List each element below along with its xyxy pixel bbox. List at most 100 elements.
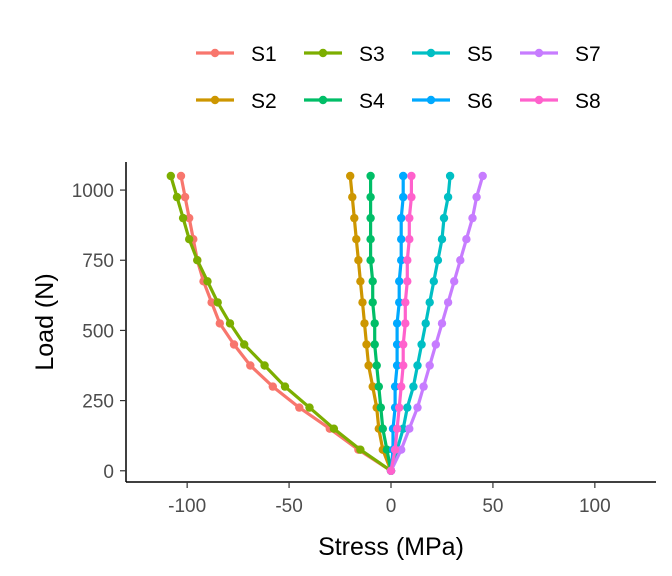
data-point — [443, 298, 453, 307]
data-point — [193, 256, 202, 265]
legend-key-point — [318, 95, 328, 105]
data-point — [386, 466, 396, 475]
y-tick-label: 500 — [82, 321, 114, 342]
data-point — [397, 235, 406, 244]
data-point — [456, 256, 465, 265]
series-s4 — [366, 171, 396, 475]
legend-key-point — [210, 95, 220, 105]
data-point — [370, 319, 379, 328]
data-point — [397, 445, 406, 454]
data-point — [368, 382, 377, 391]
data-point — [399, 192, 408, 202]
data-point — [395, 277, 404, 286]
data-point — [213, 298, 222, 307]
data-point — [401, 319, 410, 328]
data-point — [468, 213, 477, 223]
data-point — [443, 192, 453, 202]
legend-item-s3: S3 — [304, 43, 385, 66]
data-point — [366, 256, 375, 265]
data-point — [413, 403, 422, 412]
data-point — [185, 235, 194, 244]
data-point — [472, 192, 481, 202]
data-point — [425, 361, 434, 370]
y-tick-label: 1000 — [72, 181, 114, 202]
legend-label: S2 — [251, 90, 277, 113]
legend-key-point — [210, 48, 220, 58]
legend-item-s4: S4 — [304, 90, 385, 113]
legend-item-s1: S1 — [196, 43, 277, 66]
data-point — [350, 213, 359, 223]
data-point — [397, 382, 406, 391]
data-point — [421, 319, 430, 328]
data-point — [180, 192, 190, 202]
legend-key-point — [426, 95, 436, 105]
data-point — [366, 192, 375, 202]
data-point — [409, 382, 418, 391]
legend-label: S6 — [467, 90, 493, 113]
legend-label: S8 — [575, 90, 601, 113]
data-point — [225, 319, 235, 328]
legend: S1 S2 S3 S4 S5 S6 S7 S8 — [196, 43, 601, 113]
series-s5 — [386, 171, 455, 475]
y-tick-label: 0 — [103, 462, 114, 483]
data-point — [268, 382, 277, 391]
data-point — [166, 171, 175, 181]
data-point — [399, 171, 408, 181]
legend-label: S1 — [251, 43, 277, 66]
data-point — [260, 361, 269, 370]
series-s8 — [386, 171, 416, 475]
series-line — [169, 174, 393, 473]
data-point — [305, 403, 314, 412]
legend-item-s5: S5 — [412, 43, 493, 66]
legend-item-s2: S2 — [196, 90, 277, 113]
legend-label: S7 — [575, 43, 601, 66]
y-axis-title: Load (N) — [31, 273, 59, 370]
data-point — [445, 171, 455, 181]
legend-item-s7: S7 — [520, 43, 601, 66]
data-point — [382, 445, 392, 454]
x-axis-ticks: -100 -50 0 50 100 — [168, 482, 611, 517]
data-point — [405, 424, 414, 433]
y-axis-ticks: 0 250 500 750 1000 — [72, 181, 126, 483]
data-point — [405, 213, 414, 223]
data-point — [397, 213, 406, 223]
data-point — [413, 361, 422, 370]
data-point — [450, 277, 459, 286]
data-point — [407, 171, 416, 181]
data-point — [478, 171, 487, 181]
data-point — [390, 445, 400, 454]
data-point — [178, 213, 188, 223]
data-point — [392, 340, 402, 349]
data-point — [403, 403, 412, 412]
series-layer — [166, 171, 487, 475]
data-point — [374, 382, 383, 391]
data-point — [346, 171, 355, 181]
data-point — [392, 319, 402, 328]
data-point — [185, 213, 194, 223]
data-point — [295, 403, 304, 412]
data-point — [172, 192, 182, 202]
data-point — [425, 298, 434, 307]
data-point — [397, 256, 406, 265]
y-tick-label: 750 — [82, 251, 114, 272]
data-point — [439, 213, 449, 223]
data-point — [366, 235, 375, 244]
data-point — [240, 340, 249, 349]
data-point — [348, 192, 357, 202]
data-point — [419, 382, 428, 391]
data-point — [462, 235, 471, 244]
data-point — [352, 235, 361, 244]
data-point — [366, 213, 375, 223]
data-point — [358, 298, 367, 307]
data-point — [403, 277, 412, 286]
data-point — [372, 361, 381, 370]
data-point — [376, 403, 385, 412]
series-line — [179, 174, 393, 473]
data-point — [399, 361, 408, 370]
data-point — [399, 340, 408, 349]
data-point — [370, 340, 379, 349]
data-point — [399, 424, 408, 433]
x-tick-label: -50 — [275, 496, 302, 517]
data-point — [356, 445, 365, 454]
